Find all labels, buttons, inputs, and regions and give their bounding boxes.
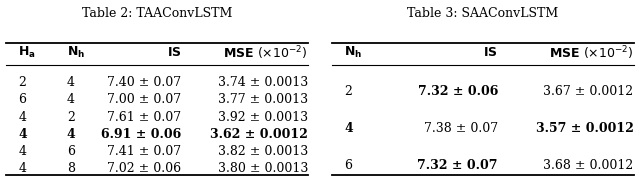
Text: 3.80 ± 0.0013: 3.80 ± 0.0013 xyxy=(218,162,308,175)
Text: 7.38 ± 0.07: 7.38 ± 0.07 xyxy=(424,122,498,135)
Text: 6: 6 xyxy=(344,159,352,172)
Text: 4: 4 xyxy=(19,162,26,175)
Text: $\mathbf{IS}$: $\mathbf{IS}$ xyxy=(166,46,181,59)
Text: $\mathbf{MSE}\ (\times 10^{-2})$: $\mathbf{MSE}\ (\times 10^{-2})$ xyxy=(223,44,308,62)
Text: 4: 4 xyxy=(67,76,75,89)
Text: 2: 2 xyxy=(344,85,352,98)
Text: 6: 6 xyxy=(19,93,26,106)
Text: $\mathbf{MSE}\ (\times 10^{-2})$: $\mathbf{MSE}\ (\times 10^{-2})$ xyxy=(549,44,634,62)
Text: 3.82 ± 0.0013: 3.82 ± 0.0013 xyxy=(218,145,308,158)
Text: 4: 4 xyxy=(19,128,28,141)
Text: $\mathbf{N_h}$: $\mathbf{N_h}$ xyxy=(67,45,85,61)
Text: 4: 4 xyxy=(67,93,75,106)
Text: 4: 4 xyxy=(67,128,76,141)
Text: 7.00 ± 0.07: 7.00 ± 0.07 xyxy=(107,93,181,106)
Text: Table 2: TAAConvLSTM: Table 2: TAAConvLSTM xyxy=(82,7,232,20)
Text: 2: 2 xyxy=(67,111,75,124)
Text: 4: 4 xyxy=(19,145,26,158)
Text: 4: 4 xyxy=(344,122,353,135)
Text: $\mathbf{H_a}$: $\mathbf{H_a}$ xyxy=(19,45,36,61)
Text: 7.32 ± 0.06: 7.32 ± 0.06 xyxy=(417,85,498,98)
Text: 3.68 ± 0.0012: 3.68 ± 0.0012 xyxy=(543,159,634,172)
Text: 6.91 ± 0.06: 6.91 ± 0.06 xyxy=(101,128,181,141)
Text: 3.57 ± 0.0012: 3.57 ± 0.0012 xyxy=(536,122,634,135)
Text: 7.41 ± 0.07: 7.41 ± 0.07 xyxy=(107,145,181,158)
Text: Table 3: SAAConvLSTM: Table 3: SAAConvLSTM xyxy=(407,7,559,20)
Text: 7.02 ± 0.06: 7.02 ± 0.06 xyxy=(107,162,181,175)
Text: $\mathbf{N_h}$: $\mathbf{N_h}$ xyxy=(344,45,362,61)
Text: 6: 6 xyxy=(67,145,75,158)
Text: 7.61 ± 0.07: 7.61 ± 0.07 xyxy=(107,111,181,124)
Text: $\mathbf{IS}$: $\mathbf{IS}$ xyxy=(483,46,498,59)
Text: 3.67 ± 0.0012: 3.67 ± 0.0012 xyxy=(543,85,634,98)
Text: 3.92 ± 0.0013: 3.92 ± 0.0013 xyxy=(218,111,308,124)
Text: 7.40 ± 0.07: 7.40 ± 0.07 xyxy=(107,76,181,89)
Text: 3.74 ± 0.0013: 3.74 ± 0.0013 xyxy=(218,76,308,89)
Text: 3.77 ± 0.0013: 3.77 ± 0.0013 xyxy=(218,93,308,106)
Text: 3.62 ± 0.0012: 3.62 ± 0.0012 xyxy=(210,128,308,141)
Text: 2: 2 xyxy=(19,76,26,89)
Text: 7.32 ± 0.07: 7.32 ± 0.07 xyxy=(417,159,498,172)
Text: 8: 8 xyxy=(67,162,75,175)
Text: 4: 4 xyxy=(19,111,26,124)
